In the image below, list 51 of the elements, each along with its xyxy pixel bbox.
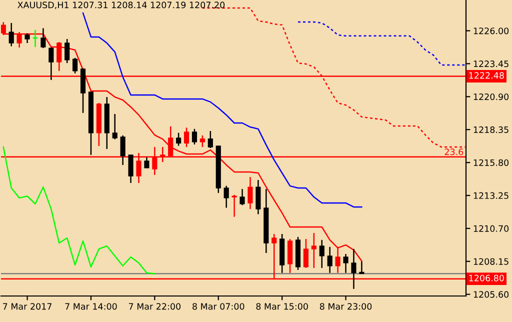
candlestick [311,232,316,269]
candlestick [343,253,348,274]
x-tick-label: 8 Mar 15:00 [256,303,308,310]
candlestick [224,185,229,208]
chart-title: XAUUSD,H1 1207.31 1208.14 1207.19 1207.20 [18,2,225,10]
candlestick [128,154,134,184]
y-tick-label: 1210.70 [474,225,509,232]
x-tick-label: 7 Mar 2017 [3,303,52,310]
candlestick [24,32,30,44]
candlestick [359,260,364,274]
y-tick-label: 1218.35 [474,126,508,134]
candlestick [248,176,253,210]
x-tick-label: 7 Mar 22:00 [128,303,181,310]
ref-line-label: 1222.48 [469,72,504,79]
x-tick-label: 8 Mar 07:00 [192,303,244,310]
y-tick-label: 1215.80 [474,159,509,166]
candlestick [176,132,182,146]
candlestick [232,194,237,218]
candlestick [120,134,126,166]
candlestick [192,128,198,146]
y-tick-label: 1213.25 [474,192,508,199]
x-tick-label: 8 Mar 23:00 [320,303,372,310]
candlestick [56,41,62,72]
candlestick [40,28,46,49]
candlestick [303,238,308,269]
candlestick [144,156,150,169]
y-tick-label: 1226.00 [474,28,509,34]
candlestick [256,179,261,215]
candlestick [351,248,356,290]
line-series [2,146,156,274]
candlestick [184,127,190,148]
annotation: 23.6 [444,148,464,156]
x-tick-label: 7 Mar 14:00 [65,303,117,310]
candlestick [319,239,324,269]
y-tick-label: 1223.45 [474,60,508,68]
candlestick [240,188,245,206]
candlestick [64,38,70,64]
candlestick [208,130,213,149]
candlestick [327,246,332,274]
candlestick [112,113,118,140]
y-tick-label: 1205.60 [474,291,509,298]
y-tick-label: 1220.90 [474,93,509,100]
line-series [297,21,466,66]
ref-line-label: 1206.80 [469,274,504,282]
candlestick [287,238,293,274]
candlestick [200,134,205,148]
candlestick [8,22,14,47]
candlestick [48,46,54,81]
candlestick [72,57,78,74]
y-tick-label: 1208.15 [474,258,508,265]
line-series [82,12,362,208]
